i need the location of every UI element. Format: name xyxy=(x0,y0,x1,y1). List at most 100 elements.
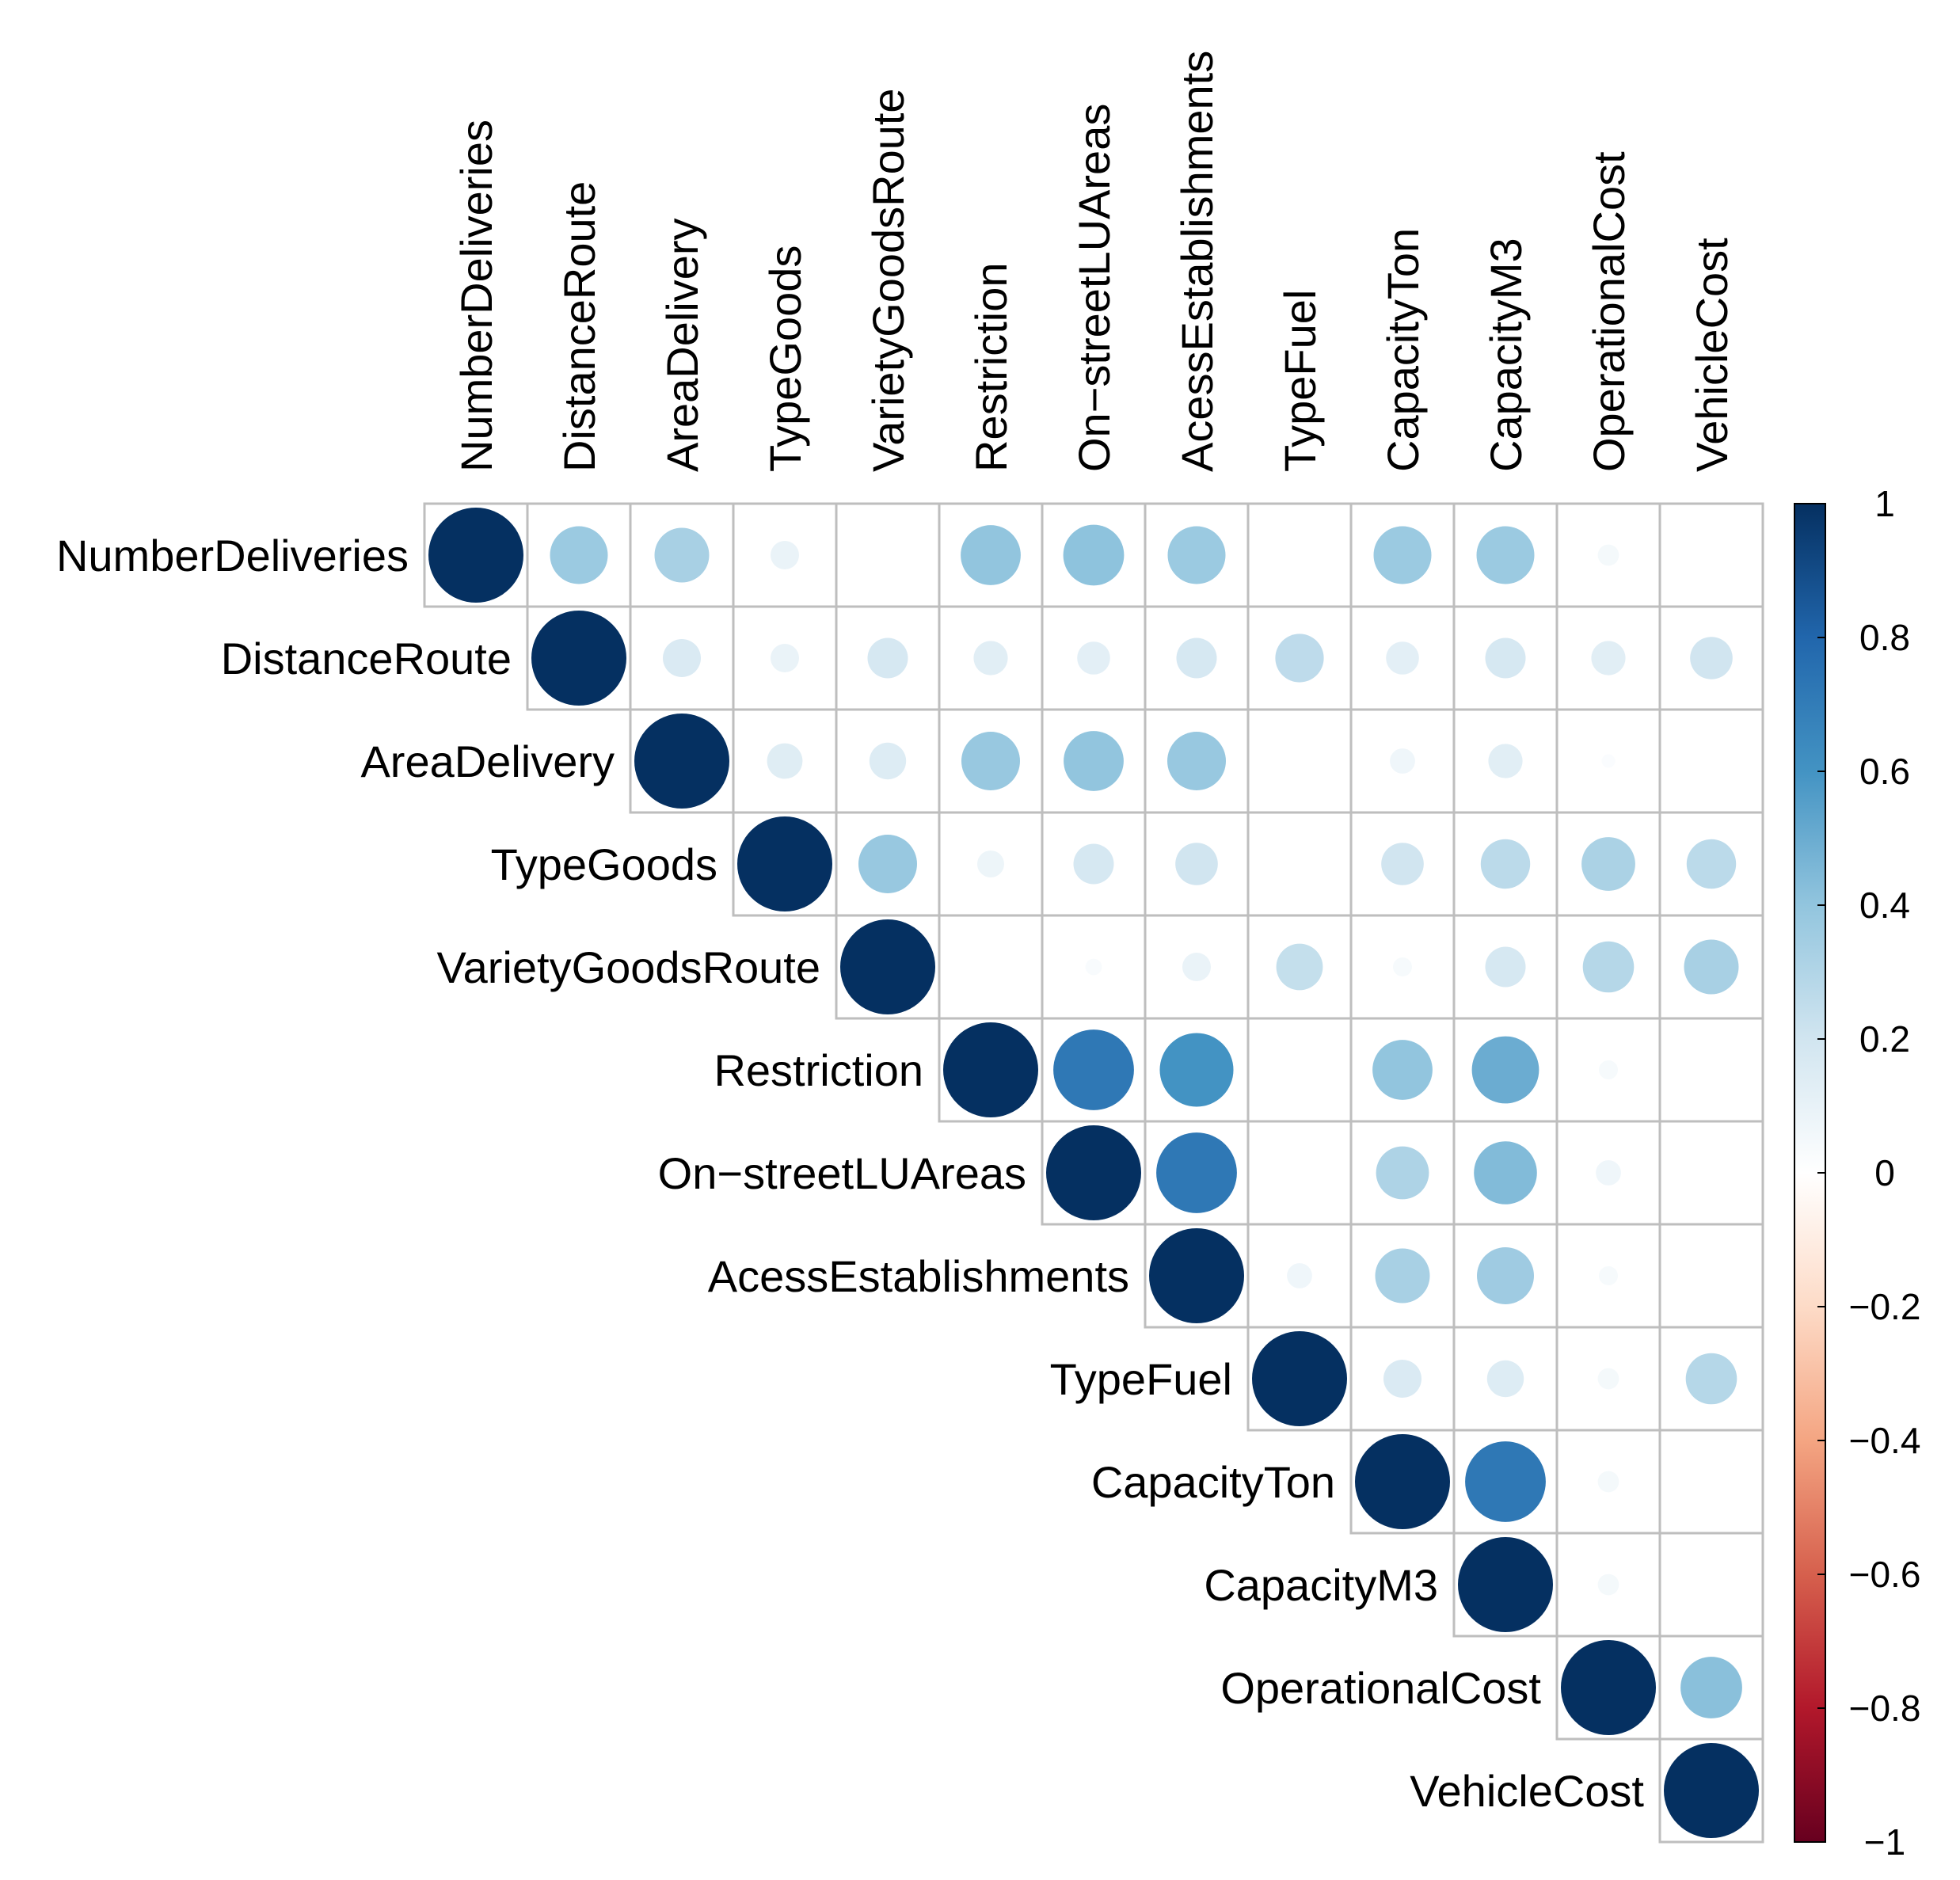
colorbar-tick-label: 0.8 xyxy=(1859,617,1910,658)
cell-capacityton-vehiclecost xyxy=(1658,1429,1764,1535)
circle-areadelivery-acessestablishments xyxy=(1167,732,1226,790)
circle-typegoods-restriction xyxy=(977,851,1004,877)
colorbar-tick-label: 0.6 xyxy=(1859,751,1910,792)
colorbar-tick-label: −0.6 xyxy=(1849,1554,1921,1595)
circle-areadelivery-operationalcost xyxy=(1601,754,1616,768)
colorbar-tick-label: −1 xyxy=(1864,1821,1905,1863)
circle-typegoods-on-streetluareas xyxy=(1073,843,1114,885)
row-label-on-streetluareas: On−streetLUAreas xyxy=(658,1148,1026,1198)
circle-distanceroute-restriction xyxy=(973,641,1008,676)
cell-restriction-typefuel xyxy=(1246,1017,1353,1123)
colorbar-tick-label: −0.2 xyxy=(1849,1286,1921,1327)
circle-distanceroute-distanceroute xyxy=(531,611,626,706)
colorbar-tick-label: −0.8 xyxy=(1849,1688,1921,1729)
circle-areadelivery-areadelivery xyxy=(634,714,729,809)
circle-capacityton-capacityton xyxy=(1355,1434,1450,1529)
circle-on-streetluareas-acessestablishments xyxy=(1156,1132,1237,1213)
cell-areadelivery-vehiclecost xyxy=(1658,708,1764,814)
row-label-vehiclecost: VehicleCost xyxy=(1410,1766,1644,1816)
colorbar-tick-label: 0.4 xyxy=(1859,885,1910,926)
circle-capacitym3-operationalcost xyxy=(1597,1574,1619,1596)
colorbar-tick-label: 0.2 xyxy=(1859,1018,1910,1060)
col-label-acessestablishments: AcessEstablishments xyxy=(1172,51,1222,472)
row-label-acessestablishments: AcessEstablishments xyxy=(708,1251,1129,1301)
colorbar-ticks: 1 0.8 0.6 0.4 0.2 0 −0.2 −0.4 −0.6 −0.8 −1 xyxy=(1817,483,1920,1863)
circle-typegoods-varietygoodsroute xyxy=(858,835,917,893)
circle-distanceroute-typefuel xyxy=(1275,634,1324,683)
circle-acessestablishments-typefuel xyxy=(1287,1263,1312,1288)
circle-varietygoodsroute-varietygoodsroute xyxy=(840,919,935,1014)
circle-areadelivery-on-streetluareas xyxy=(1064,731,1124,791)
circle-vehiclecost-vehiclecost xyxy=(1664,1743,1759,1838)
cell-numberdeliveries-vehiclecost xyxy=(1658,502,1764,608)
circle-numberdeliveries-areadelivery xyxy=(654,527,710,583)
circle-operationalcost-vehiclecost xyxy=(1680,1657,1742,1718)
circle-distanceroute-areadelivery xyxy=(663,639,701,677)
col-label-operationalcost: OperationalCost xyxy=(1584,151,1634,472)
circle-acessestablishments-operationalcost xyxy=(1599,1266,1618,1285)
row-label-capacitym3: CapacityM3 xyxy=(1204,1560,1438,1610)
circle-varietygoodsroute-operationalcost xyxy=(1582,941,1635,993)
circle-varietygoodsroute-vehiclecost xyxy=(1684,939,1739,995)
col-label-restriction: Restriction xyxy=(966,262,1016,472)
row-label-operationalcost: OperationalCost xyxy=(1220,1663,1541,1713)
circle-numberdeliveries-numberdeliveries xyxy=(428,508,523,603)
circle-capacitym3-capacitym3 xyxy=(1458,1537,1553,1632)
circle-varietygoodsroute-capacitym3 xyxy=(1485,946,1526,988)
cell-areadelivery-typefuel xyxy=(1246,708,1353,814)
circle-areadelivery-capacityton xyxy=(1390,748,1415,774)
circle-restriction-capacityton xyxy=(1372,1040,1433,1100)
circle-areadelivery-varietygoodsroute xyxy=(869,742,907,780)
col-label-typegoods: TypeGoods xyxy=(760,245,810,472)
circle-on-streetluareas-capacitym3 xyxy=(1474,1141,1537,1204)
circle-areadelivery-capacitym3 xyxy=(1488,744,1523,778)
circle-distanceroute-varietygoodsroute xyxy=(867,637,908,679)
col-label-typefuel: TypeFuel xyxy=(1275,290,1325,472)
cell-typegoods-typefuel xyxy=(1246,811,1353,917)
column-labels: NumberDeliveries DistanceRoute AreaDeliver… xyxy=(451,51,1737,472)
circle-acessestablishments-capacitym3 xyxy=(1477,1247,1534,1304)
circle-distanceroute-vehiclecost xyxy=(1690,637,1733,679)
circle-restriction-acessestablishments xyxy=(1159,1033,1234,1107)
circle-numberdeliveries-typegoods xyxy=(771,541,799,569)
circle-typefuel-capacityton xyxy=(1383,1360,1421,1398)
cell-varietygoodsroute-restriction xyxy=(938,914,1044,1020)
circle-capacityton-operationalcost xyxy=(1597,1471,1619,1493)
circle-typefuel-typefuel xyxy=(1252,1331,1347,1426)
circle-restriction-operationalcost xyxy=(1599,1060,1618,1079)
circle-typefuel-capacitym3 xyxy=(1486,1360,1524,1398)
circle-varietygoodsroute-acessestablishments xyxy=(1182,953,1211,981)
circle-restriction-restriction xyxy=(943,1022,1038,1117)
cell-vehiclecost-vehiclecost xyxy=(1658,1737,1764,1844)
circle-typefuel-operationalcost xyxy=(1597,1368,1619,1390)
circle-areadelivery-restriction xyxy=(961,732,1020,790)
circle-distanceroute-on-streetluareas xyxy=(1077,641,1110,675)
circle-typegoods-typegoods xyxy=(737,816,832,911)
circle-acessestablishments-capacityton xyxy=(1375,1248,1430,1303)
circle-distanceroute-operationalcost xyxy=(1591,641,1626,676)
cell-numberdeliveries-varietygoodsroute xyxy=(835,502,941,608)
cell-on-streetluareas-vehiclecost xyxy=(1658,1120,1764,1226)
circle-distanceroute-capacitym3 xyxy=(1485,637,1526,679)
row-label-restriction: Restriction xyxy=(714,1045,923,1095)
matrix-cells xyxy=(423,502,1764,1844)
row-labels: NumberDeliveries DistanceRoute AreaDeliver… xyxy=(56,531,1644,1816)
cell-acessestablishments-vehiclecost xyxy=(1658,1223,1764,1329)
row-label-areadelivery: AreaDelivery xyxy=(360,736,615,786)
circle-numberdeliveries-operationalcost xyxy=(1597,544,1619,566)
row-label-typegoods: TypeGoods xyxy=(491,839,717,889)
col-label-numberdeliveries: NumberDeliveries xyxy=(451,120,501,472)
col-label-distanceroute: DistanceRoute xyxy=(554,181,604,472)
circle-typegoods-acessestablishments xyxy=(1175,843,1218,885)
circle-distanceroute-acessestablishments xyxy=(1176,637,1217,679)
color-legend: 1 0.8 0.6 0.4 0.2 0 −0.2 −0.4 −0.6 −0.8 −1 xyxy=(1794,483,1920,1863)
col-label-capacitym3: CapacityM3 xyxy=(1481,238,1531,472)
circle-numberdeliveries-restriction xyxy=(961,525,1021,585)
circle-areadelivery-typegoods xyxy=(767,743,803,779)
col-label-vehiclecost: VehicleCost xyxy=(1687,238,1737,472)
colorbar-tick-label: 1 xyxy=(1874,483,1895,524)
circle-distanceroute-capacityton xyxy=(1386,641,1419,675)
row-label-distanceroute: DistanceRoute xyxy=(221,634,512,683)
circle-restriction-capacitym3 xyxy=(1471,1036,1539,1104)
row-label-numberdeliveries: NumberDeliveries xyxy=(56,531,409,580)
